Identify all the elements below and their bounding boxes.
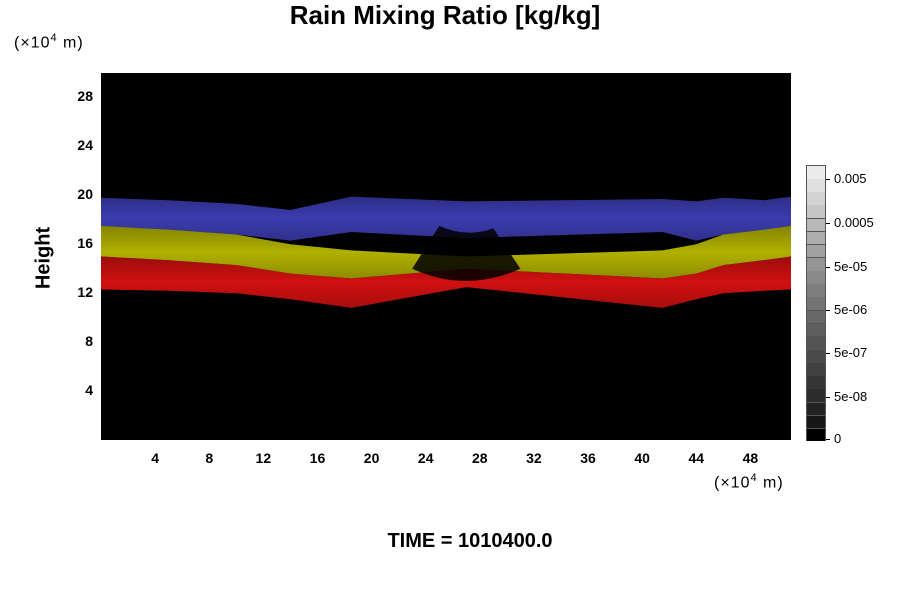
- colorbar-segment: [806, 283, 826, 297]
- colorbar-tick-label: 0: [834, 431, 842, 446]
- colorbar-tick-label: 0.0005: [834, 215, 874, 230]
- x-tick-label: 8: [205, 450, 214, 466]
- x-axis-unit: (×104 m): [714, 472, 784, 492]
- x-tick-label: 16: [309, 450, 326, 466]
- colorbar-segment: [806, 178, 826, 192]
- x-tick-label: 28: [472, 450, 488, 466]
- colorbar-tick-mark: [826, 353, 830, 354]
- band-yellow: [101, 225, 791, 279]
- chart-title: Rain Mixing Ratio [kg/kg]: [289, 0, 601, 30]
- band-blue: [101, 196, 791, 241]
- x-tick-label: 36: [580, 450, 596, 466]
- y-tick-label: 4: [85, 382, 93, 399]
- colorbar-tick-mark: [826, 310, 830, 311]
- plot-area: [101, 73, 791, 440]
- x-tick-label: 12: [255, 450, 272, 466]
- colorbar-tick-label: 5e-08: [834, 389, 868, 404]
- colorbar-segment: [806, 349, 826, 363]
- colorbar-segment: [806, 217, 826, 232]
- colorbar-segment: [806, 191, 826, 205]
- colorbar-segment: [806, 296, 826, 310]
- colorbar-segment: [806, 388, 826, 402]
- y-tick-label: 8: [85, 333, 93, 350]
- colorbar: [806, 165, 826, 442]
- x-tick-label: 4: [151, 450, 159, 466]
- y-tick-label: 28: [77, 88, 93, 105]
- colorbar-tick-mark: [826, 223, 830, 224]
- colorbar-segment: [806, 270, 826, 284]
- colorbar-segment: [806, 414, 826, 429]
- x-tick-label: 40: [634, 450, 650, 466]
- colorbar-tick-mark: [826, 179, 830, 180]
- y-tick-label: 24: [77, 137, 93, 154]
- colorbar-segment: [806, 375, 826, 389]
- colorbar-tick-label: 5e-07: [834, 345, 868, 360]
- colorbar-segment: [806, 165, 826, 179]
- x-tick-label: 20: [363, 450, 380, 466]
- heatmap-field: [101, 196, 791, 308]
- colorbar-segment: [806, 401, 826, 416]
- colorbar-segment: [806, 335, 826, 350]
- y-tick-label: 16: [77, 235, 93, 252]
- colorbar-segment: [806, 309, 826, 324]
- colorbar-segment: [806, 322, 826, 337]
- colorbar-tick-mark: [826, 267, 830, 268]
- colorbar-segment: [806, 230, 826, 245]
- x-tick-label: 32: [526, 450, 542, 466]
- colorbar-tick-mark: [826, 397, 830, 398]
- y-tick-label: 20: [77, 186, 93, 203]
- colorbar-segment: [806, 427, 826, 442]
- y-tick-label: 12: [77, 284, 93, 301]
- colorbar-segment: [806, 257, 826, 271]
- colorbar-tick-mark: [826, 439, 830, 440]
- colorbar-tick-label: 5e-06: [834, 302, 868, 317]
- band-red: [101, 256, 791, 308]
- x-tick-label: 48: [742, 450, 759, 466]
- colorbar-segment: [806, 362, 826, 376]
- colorbar-segment: [806, 243, 826, 258]
- band-gap: [412, 225, 521, 281]
- colorbar-segment: [806, 204, 826, 218]
- time-label: TIME = 1010400.0: [387, 530, 553, 552]
- colorbar-tick-label: 0.005: [834, 171, 867, 186]
- colorbar-tick-label: 5e-05: [834, 259, 868, 274]
- x-tick-label: 24: [417, 450, 434, 466]
- y-axis-unit: (×104 m): [14, 32, 84, 52]
- x-tick-label: 44: [688, 450, 705, 466]
